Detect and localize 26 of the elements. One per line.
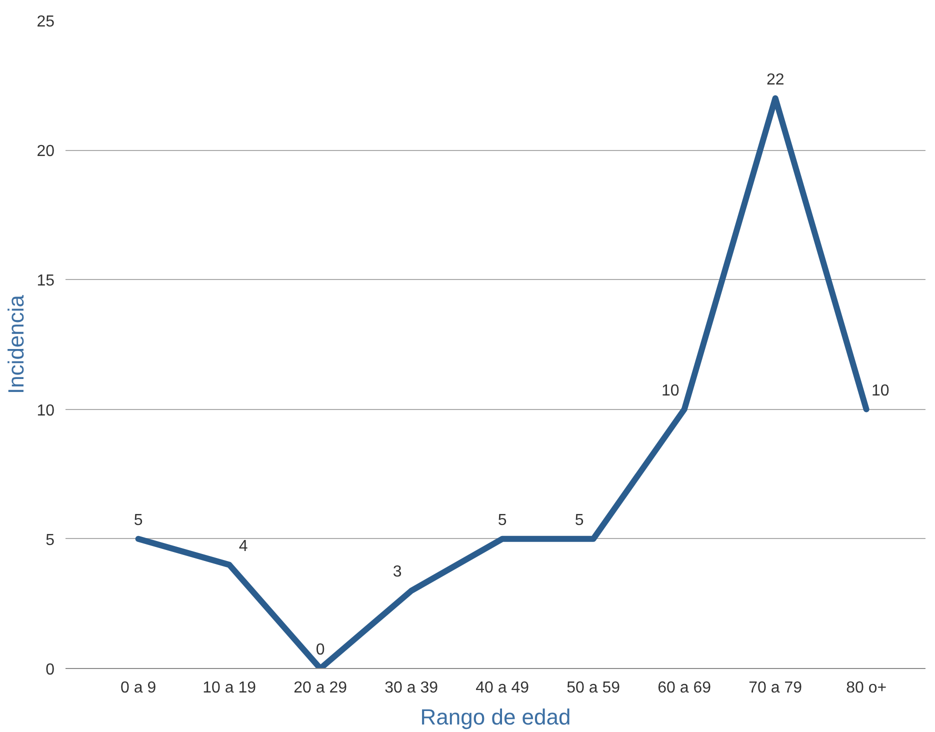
data-label: 3 (392, 564, 402, 581)
x-axis-title: Rango de edad (420, 704, 571, 730)
x-tick-label: 30 a 39 (384, 680, 438, 696)
x-tick-label: 60 a 69 (658, 680, 712, 696)
y-tick-label: 25 (36, 14, 55, 30)
data-label: 4 (238, 538, 248, 555)
data-label: 0 (316, 642, 325, 658)
x-tick-label: 70 a 79 (748, 680, 802, 696)
y-tick-label: 15 (36, 272, 55, 290)
y-tick-label: 20 (36, 143, 55, 160)
x-tick-label: 20 a 29 (294, 680, 348, 696)
data-label: 22 (766, 71, 784, 88)
data-label: 5 (574, 512, 584, 529)
x-tick-label: 0 a 9 (120, 680, 156, 696)
data-label: 10 (661, 382, 680, 400)
x-tick-label: 80 o+ (846, 680, 887, 696)
data-label: 10 (871, 382, 890, 400)
y-axis-title: Incidencia (4, 294, 29, 394)
data-label: 5 (498, 512, 507, 529)
data-label: 5 (134, 512, 143, 529)
x-tick-label: 10 a 19 (202, 680, 256, 696)
x-tick-label: 40 a 49 (476, 680, 530, 696)
y-tick-label: 0 (46, 662, 55, 678)
y-tick-label: 10 (36, 402, 55, 420)
x-tick-label: 50 a 59 (566, 680, 620, 696)
y-tick-label: 5 (46, 532, 55, 549)
